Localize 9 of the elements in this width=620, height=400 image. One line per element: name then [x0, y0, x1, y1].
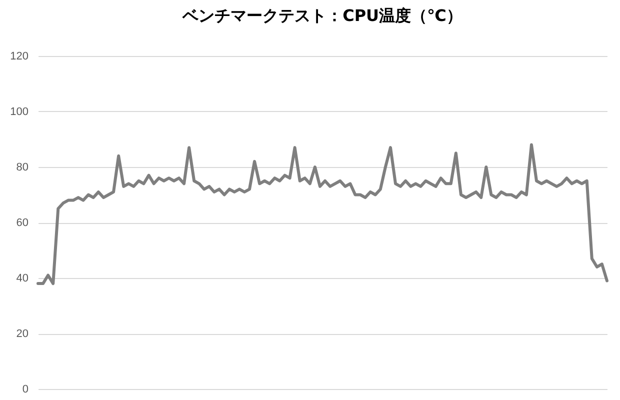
- y-tick-label: 20: [16, 328, 28, 340]
- y-tick-label: 0: [22, 384, 28, 396]
- y-tick-label: 120: [10, 50, 28, 62]
- chart-title: ベンチマークテスト：CPU温度（℃）: [182, 6, 462, 25]
- y-tick-label: 80: [16, 162, 28, 174]
- y-tick-label: 60: [16, 217, 28, 229]
- y-tick-label: 100: [10, 106, 28, 118]
- y-tick-label: 40: [16, 272, 28, 284]
- line-series: [36, 143, 608, 286]
